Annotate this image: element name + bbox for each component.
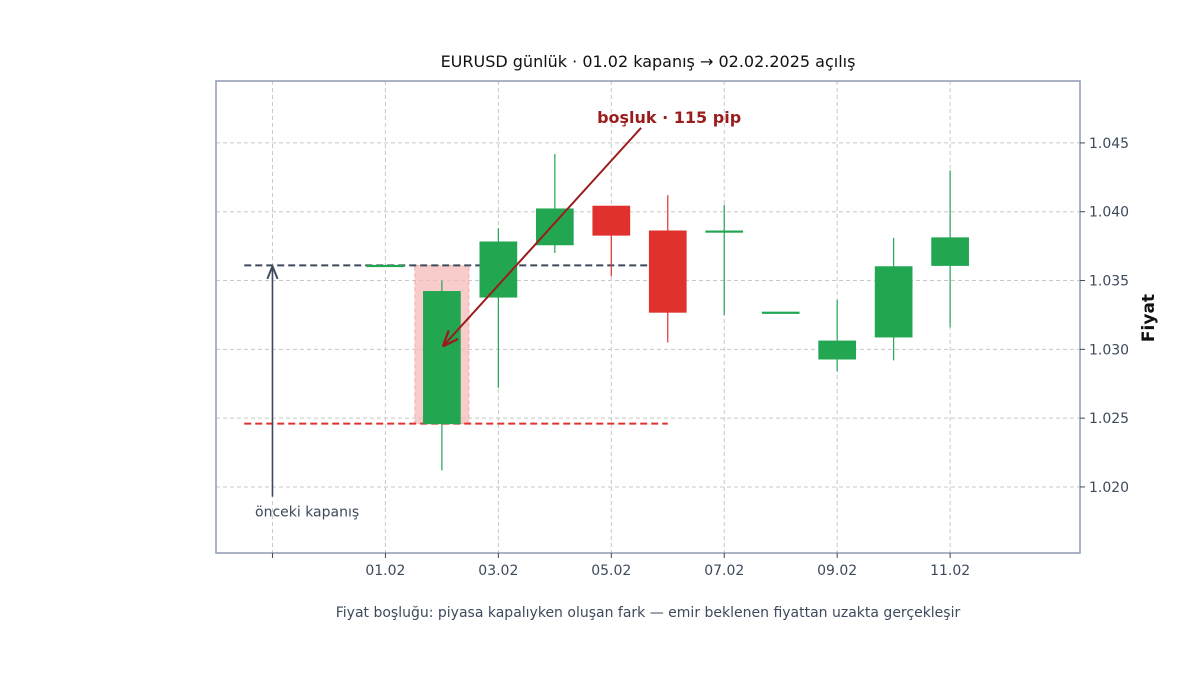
candle-body (479, 241, 518, 298)
x-tick-label: 05.02 (591, 563, 631, 579)
y-tick-label: 1.045 (1089, 136, 1129, 152)
prev-close-label: önceki kapanış (255, 505, 359, 521)
candle-body (366, 264, 405, 268)
y-tick-label: 1.040 (1089, 205, 1129, 221)
y-tick-label: 1.020 (1089, 480, 1129, 496)
candle-body (705, 230, 744, 233)
plot-frame (215, 80, 1081, 554)
x-tick-label: 07.02 (704, 563, 744, 579)
candle-body (761, 311, 800, 314)
x-tick-label: 09.02 (817, 563, 857, 579)
gap-label: boşluk · 115 pip (597, 108, 741, 127)
candle-body (874, 266, 913, 338)
chart-title: EURUSD günlük · 01.02 kapanış → 02.02.20… (441, 52, 856, 71)
candle-body (931, 237, 969, 266)
gap-arrow-group: önceki kapanış boşluk · 115 pip (255, 108, 741, 521)
candle-body (423, 291, 461, 425)
y-tick-label: 1.035 (1089, 274, 1129, 290)
candles (366, 153, 969, 471)
y-tick-label: 1.030 (1089, 342, 1129, 358)
x-tick-label: 01.02 (365, 563, 405, 579)
x-axis: 01.02 03.02 05.02 07.02 09.02 11.02 (271, 553, 970, 579)
y-axis: 1.020 1.025 1.030 1.035 1.040 1.045 (1080, 136, 1129, 496)
y-axis-label: Fiyat (1139, 294, 1159, 342)
x-tick-label: 03.02 (478, 563, 518, 579)
candle-body (648, 230, 687, 313)
x-tick-label: 11.02 (930, 563, 970, 579)
gap-arrow (444, 127, 642, 345)
candle-body (818, 340, 857, 360)
y-tick-label: 1.025 (1089, 411, 1129, 427)
chart-caption: Fiyat boşluğu: piyasa kapalıyken oluşan … (336, 605, 961, 621)
candle-body (535, 208, 574, 246)
candle-body (592, 205, 631, 236)
